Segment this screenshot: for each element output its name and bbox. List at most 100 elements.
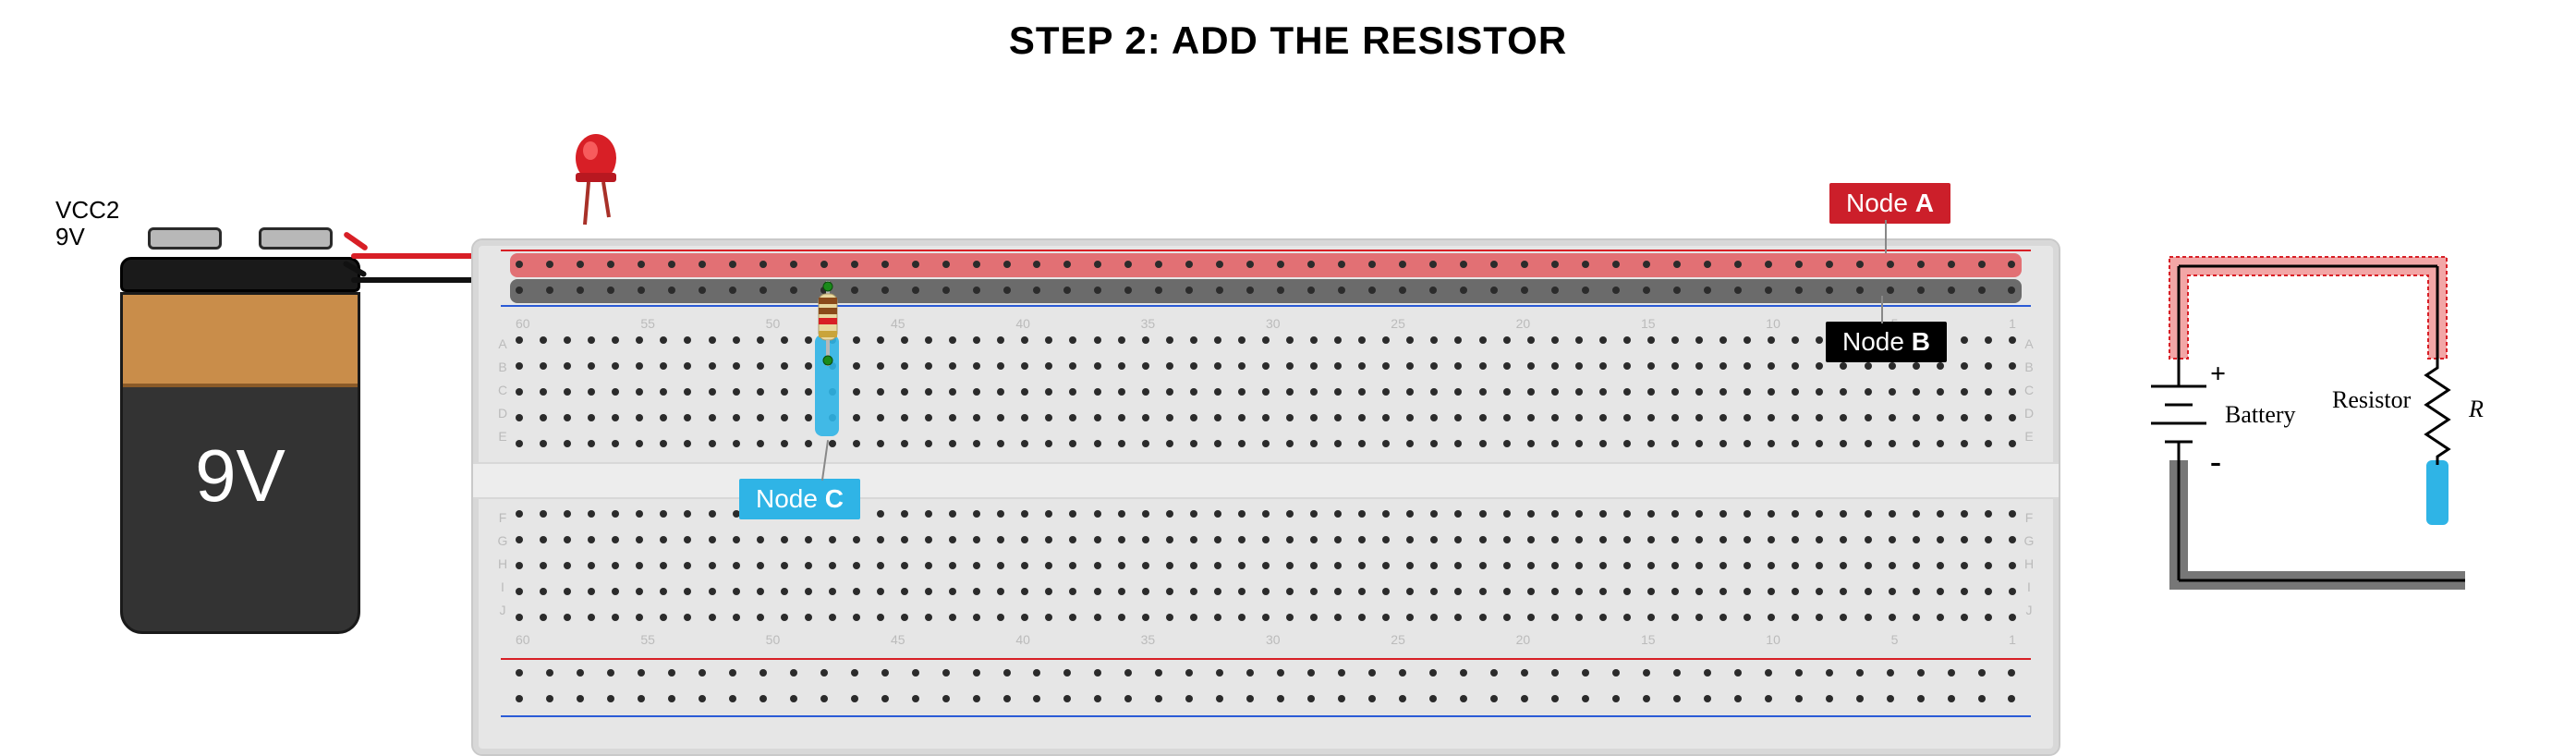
breadboard-hole bbox=[1069, 414, 1076, 421]
col-number: 15 bbox=[1641, 632, 1656, 647]
breadboard-hole bbox=[1671, 440, 1679, 447]
breadboard-hole bbox=[1816, 336, 1823, 344]
breadboard-hole bbox=[1358, 440, 1366, 447]
breadboard-hole bbox=[1094, 510, 1101, 518]
breadboard-hole bbox=[912, 669, 919, 677]
breadboard-hole bbox=[2009, 614, 2016, 621]
breadboard-hole bbox=[733, 440, 740, 447]
breadboard-hole bbox=[1214, 536, 1221, 543]
diagram-area: VCC2 9V 9V bbox=[18, 81, 2558, 728]
breadboard-hole bbox=[684, 414, 691, 421]
breadboard-hole bbox=[1460, 669, 1467, 677]
battery-terminal-pos bbox=[259, 227, 333, 250]
breadboard-hole bbox=[607, 695, 614, 702]
breadboard-hole bbox=[1575, 336, 1583, 344]
breadboard-hole bbox=[516, 261, 523, 268]
breadboard-hole bbox=[1262, 562, 1270, 569]
breadboard-hole bbox=[733, 336, 740, 344]
rail-line-top-red bbox=[501, 250, 2031, 251]
breadboard-hole bbox=[1623, 388, 1631, 396]
breadboard-hole bbox=[1599, 336, 1607, 344]
breadboard-hole bbox=[1695, 362, 1703, 370]
row-j bbox=[516, 614, 2016, 623]
breadboard-hole bbox=[1673, 287, 1681, 294]
breadboard-hole bbox=[1765, 669, 1772, 677]
breadboard-hole bbox=[1961, 614, 1968, 621]
breadboard-hole bbox=[1277, 287, 1284, 294]
breadboard-hole bbox=[1575, 388, 1583, 396]
breadboard-hole bbox=[997, 388, 1004, 396]
breadboard-hole bbox=[1695, 510, 1703, 518]
breadboard-hole bbox=[853, 588, 860, 595]
breadboard-hole bbox=[1382, 414, 1390, 421]
breadboard-hole bbox=[1166, 588, 1173, 595]
breadboard-hole bbox=[1744, 562, 1751, 569]
breadboard-hole bbox=[1521, 287, 1528, 294]
breadboard-hole bbox=[1673, 669, 1681, 677]
breadboard-hole bbox=[1719, 414, 1727, 421]
breadboard-hole bbox=[1913, 388, 1920, 396]
breadboard-hole bbox=[1889, 562, 1896, 569]
row-b bbox=[516, 362, 2016, 372]
breadboard-hole bbox=[1124, 261, 1132, 268]
breadboard-hole bbox=[1840, 510, 1847, 518]
breadboard-hole bbox=[851, 669, 858, 677]
breadboard-hole bbox=[820, 669, 828, 677]
breadboard-hole bbox=[612, 440, 619, 447]
breadboard-hole bbox=[2008, 287, 2015, 294]
breadboard-hole bbox=[1045, 440, 1052, 447]
breadboard-hole bbox=[1551, 287, 1559, 294]
breadboard-hole bbox=[1961, 562, 1968, 569]
breadboard-hole bbox=[1816, 388, 1823, 396]
breadboard-hole bbox=[973, 562, 980, 569]
row-letter: J bbox=[493, 603, 512, 617]
breadboard-hole bbox=[636, 388, 643, 396]
breadboard-hole bbox=[1262, 536, 1270, 543]
breadboard-hole bbox=[1358, 614, 1366, 621]
breadboard-hole bbox=[1865, 562, 1872, 569]
col-number: 5 bbox=[1891, 632, 1899, 647]
col-number: 10 bbox=[1766, 632, 1780, 647]
breadboard-hole bbox=[973, 536, 980, 543]
breadboard-hole bbox=[516, 669, 523, 677]
breadboard-hole bbox=[564, 588, 571, 595]
breadboard-hole bbox=[1948, 695, 1955, 702]
breadboard-hole bbox=[757, 614, 764, 621]
breadboard-hole bbox=[1069, 336, 1076, 344]
breadboard-hole bbox=[1527, 614, 1535, 621]
breadboard-hole bbox=[1216, 287, 1223, 294]
breadboard-hole bbox=[1695, 562, 1703, 569]
breadboard-hole bbox=[1792, 510, 1799, 518]
breadboard-hole bbox=[759, 669, 767, 677]
breadboard-hole bbox=[1033, 287, 1040, 294]
breadboard-hole bbox=[757, 588, 764, 595]
breadboard-hole bbox=[1238, 562, 1245, 569]
col-number: 10 bbox=[1766, 316, 1780, 331]
breadboard-hole bbox=[1399, 669, 1406, 677]
breadboard-hole bbox=[1307, 695, 1315, 702]
breadboard-hole bbox=[1334, 388, 1342, 396]
page-title: STEP 2: ADD THE RESISTOR bbox=[18, 18, 2558, 63]
rail-line-top-blue bbox=[501, 305, 2031, 307]
breadboard-hole bbox=[588, 336, 595, 344]
breadboard-hole bbox=[1673, 261, 1681, 268]
breadboard-hole bbox=[1429, 287, 1437, 294]
breadboard-hole bbox=[1045, 536, 1052, 543]
breadboard-hole bbox=[1647, 536, 1655, 543]
breadboard-hole bbox=[1961, 388, 1968, 396]
breadboard-hole bbox=[1503, 614, 1511, 621]
breadboard-hole bbox=[781, 588, 788, 595]
breadboard-hole bbox=[757, 536, 764, 543]
breadboard-hole bbox=[1399, 695, 1406, 702]
breadboard-hole bbox=[684, 362, 691, 370]
breadboard-hole bbox=[1277, 695, 1284, 702]
breadboard-hole bbox=[1887, 287, 1894, 294]
breadboard-hole bbox=[1865, 536, 1872, 543]
breadboard-hole bbox=[1430, 336, 1438, 344]
breadboard-hole bbox=[1647, 588, 1655, 595]
breadboard-hole bbox=[1406, 336, 1414, 344]
node-a-prefix: Node bbox=[1846, 189, 1915, 217]
col-number: 20 bbox=[1516, 632, 1531, 647]
breadboard-hole bbox=[1551, 388, 1559, 396]
breadboard-hole bbox=[1913, 440, 1920, 447]
